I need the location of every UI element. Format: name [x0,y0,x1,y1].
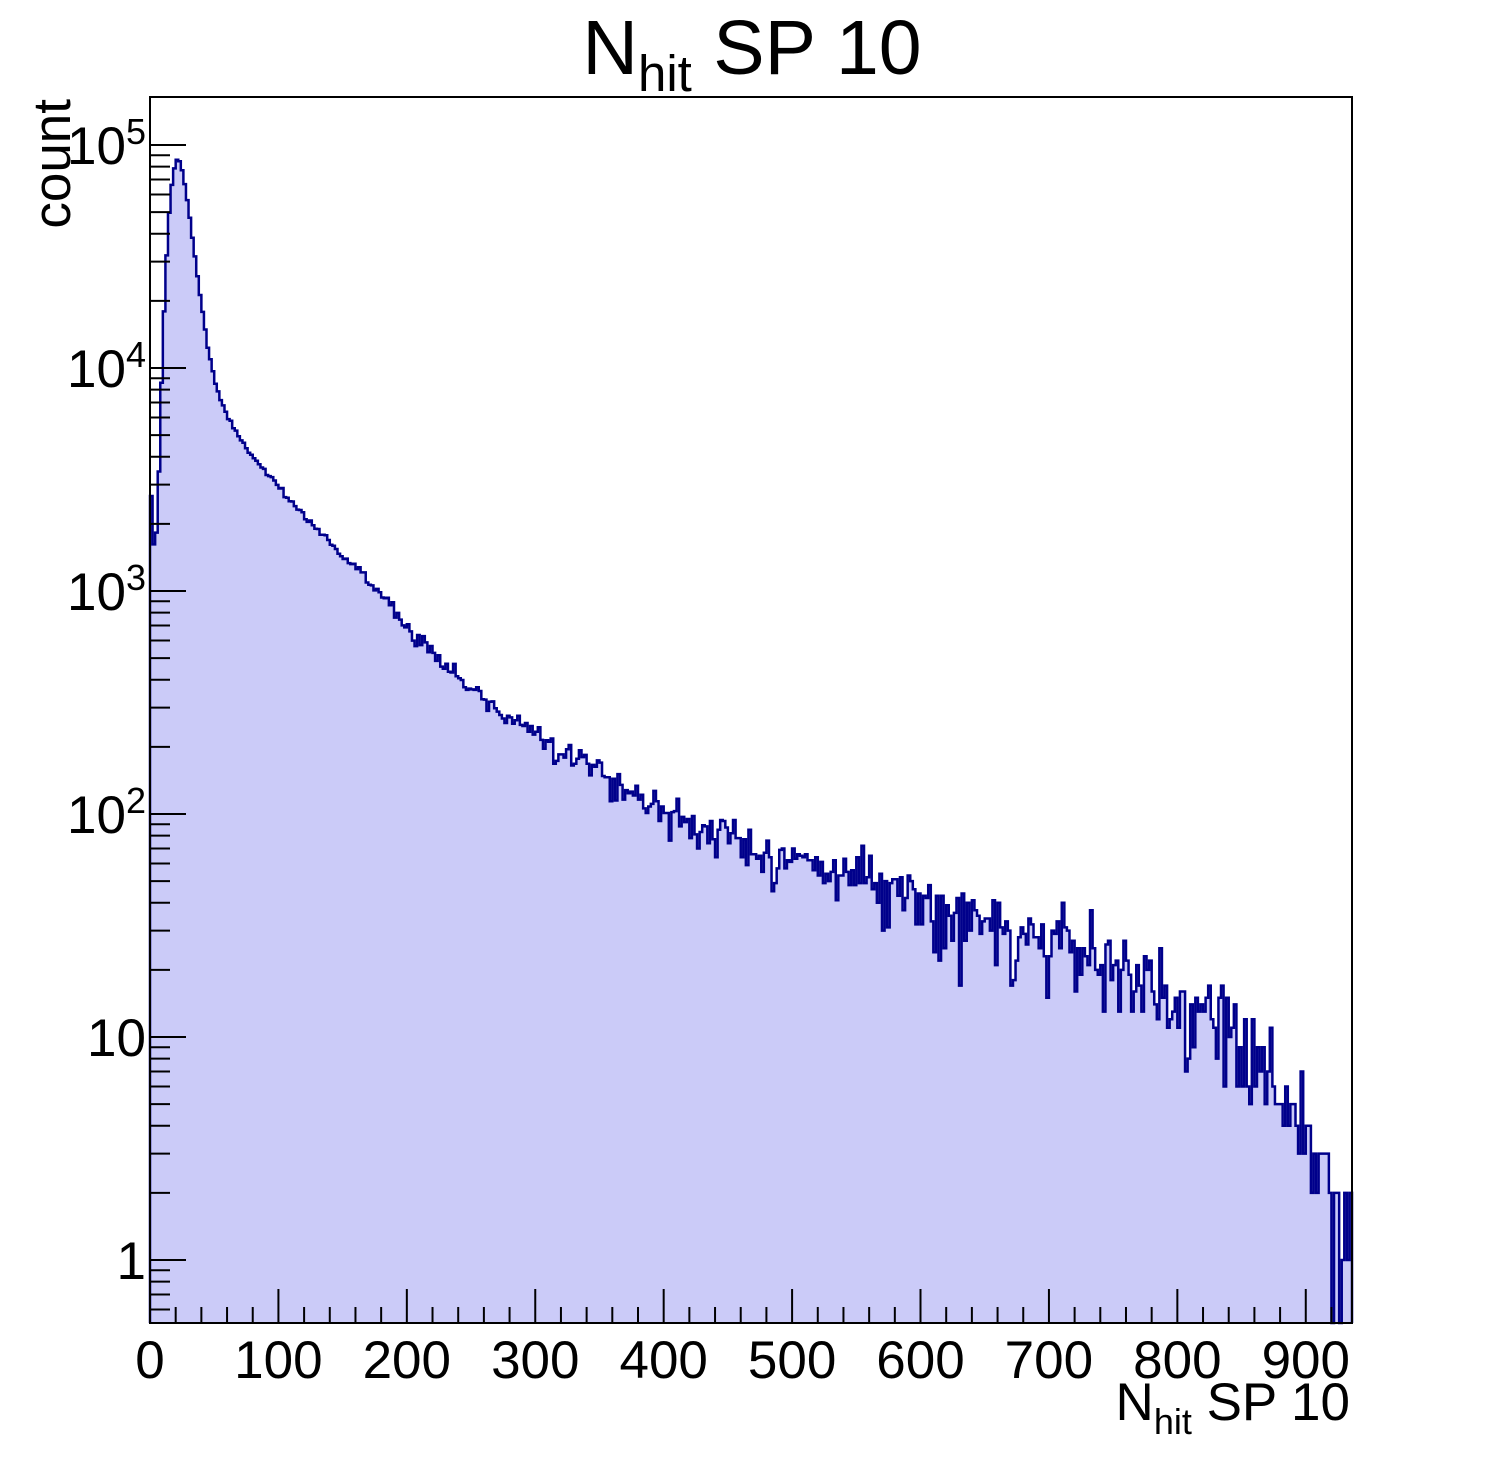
y-tick-label-exponent: 5 [126,111,146,152]
y-tick-label: 1 [117,1232,146,1291]
x-tick-label: 700 [1005,1331,1093,1390]
y-tick-label-base: 10 [67,117,126,176]
x-tick-label: 900 [1262,1331,1350,1390]
histogram-series [148,158,1354,1325]
chart-title-subscript: hit [638,45,692,102]
x-tick-label: 800 [1133,1331,1221,1390]
chart-title-rest: SP 10 [692,5,922,91]
x-tick-label: 100 [234,1331,322,1390]
x-axis-title-main: N [1116,1373,1154,1432]
x-axis-title-subscript: hit [1154,1401,1192,1442]
x-tick-label: 600 [876,1331,964,1390]
y-tick-label: 102 [67,780,146,845]
x-axis-ticks [149,1289,1333,1323]
y-tick-label-exponent: 2 [126,780,146,821]
x-tick-label: 500 [748,1331,836,1390]
y-tick-label: 104 [67,334,146,399]
y-tick-label-exponent: 3 [126,557,146,598]
y-tick-label-base: 1 [117,1232,146,1291]
y-tick-label-base: 10 [87,1009,146,1068]
plot-frame [149,96,1353,1324]
chart-title: Nhit SP 10 [582,5,921,102]
x-axis-title: Nhit SP 10 [1116,1373,1350,1442]
x-tick-label: 200 [363,1331,451,1390]
y-tick-label-base: 10 [67,563,126,622]
x-axis-tick-labels: 0 100 200 300 400 500 600 700 800 900 [135,1331,1350,1390]
histogram-fill-area [150,159,1352,1323]
y-tick-label: 10 [87,1009,146,1068]
x-axis-title-rest: SP 10 [1192,1373,1350,1432]
x-tick-label: 400 [619,1331,707,1390]
y-axis-ticks [150,144,186,1311]
y-tick-label-base: 10 [67,786,126,845]
y-tick-label-exponent: 4 [126,334,146,375]
y-tick-label: 105 [67,111,146,176]
chart-title-main: N [582,5,638,91]
y-tick-label-base: 10 [67,340,126,399]
y-axis-title: count [23,99,82,229]
histogram-outline [148,158,1354,1325]
x-tick-label: 0 [135,1331,164,1390]
y-tick-label: 103 [67,557,146,622]
x-tick-label: 300 [491,1331,579,1390]
